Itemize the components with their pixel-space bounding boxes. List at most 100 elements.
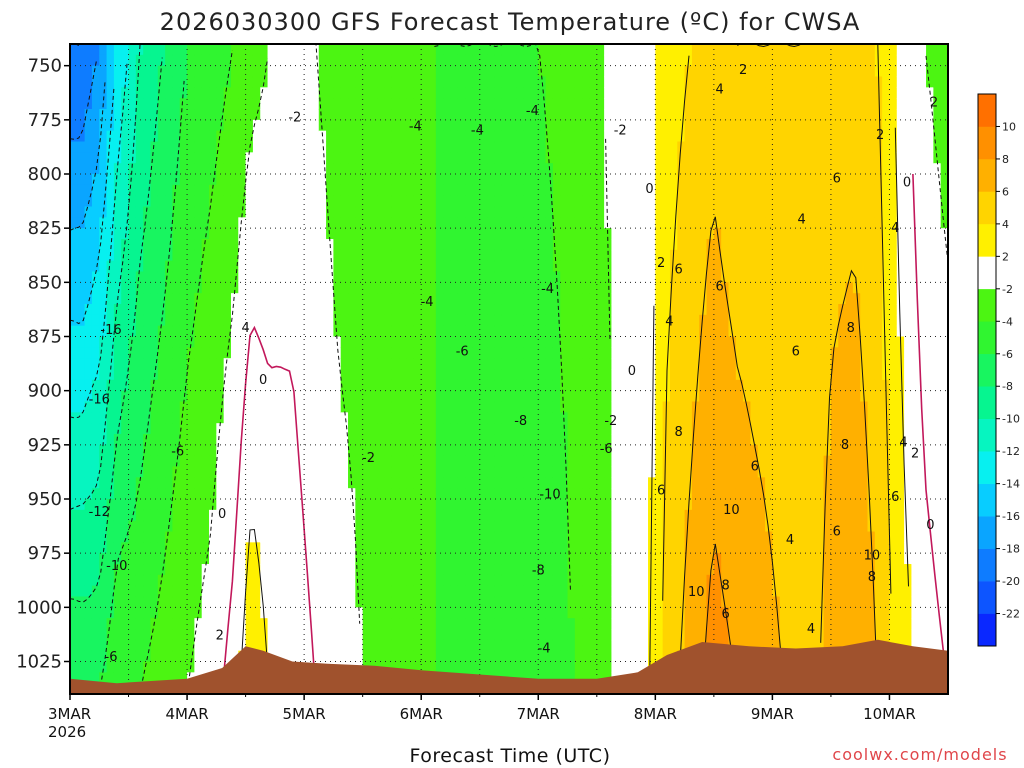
field-cell [187,585,195,598]
field-cell [238,607,247,619]
field-cell [626,239,634,251]
field-cell [355,596,364,608]
field-cell [296,531,305,543]
field-cell [304,293,313,305]
field-cell [523,466,532,478]
field-cell [509,650,517,663]
field-cell [84,54,93,67]
field-cell [245,282,254,294]
field-cell [523,260,532,273]
field-cell [333,531,342,543]
field-cell [501,206,510,218]
field-cell [428,163,437,175]
field-cell [655,629,664,641]
field-cell [209,98,217,110]
field-cell [560,195,569,208]
field-cell [494,488,503,500]
field-cell [391,228,400,240]
field-cell [421,520,430,533]
field-cell [165,119,174,132]
field-cell [326,650,334,663]
field-cell [260,531,269,543]
field-cell [135,585,144,598]
field-cell [296,109,305,121]
field-cell [509,412,517,424]
field-cell [552,672,561,684]
field-cell [91,390,100,403]
field-cell [435,119,444,132]
field-cell [252,130,261,143]
field-cell [560,455,569,468]
field-cell [179,542,188,554]
field-cell [289,542,298,554]
field-cell [238,141,247,153]
field-cell [70,76,78,88]
field-cell [209,466,217,478]
field-cell [501,130,510,143]
field-cell [421,141,430,153]
field-cell [428,304,437,316]
field-cell [669,325,678,338]
field-cell [209,130,217,143]
field-cell [362,195,371,208]
field-cell [391,358,400,370]
field-cell [516,661,525,673]
field-cell [648,163,656,175]
field-cell [457,639,466,652]
field-cell [509,87,517,99]
field-cell [91,607,100,619]
field-cell [333,271,342,283]
field-cell [457,574,466,587]
field-cell [552,509,561,522]
field-cell [552,531,561,543]
field-cell [223,499,232,511]
field-cell [655,574,664,587]
field-cell [70,260,78,273]
field-cell [296,639,305,652]
field-cell [304,390,313,403]
field-cell [560,206,569,218]
field-cell [384,520,393,533]
field-cell [633,130,642,143]
field-cell [333,564,342,576]
field-cell [252,206,261,218]
field-cell [348,260,356,273]
field-cell [391,466,400,478]
field-cell [194,44,203,56]
field-cell [209,54,217,67]
field-cell [150,163,159,175]
field-cell [143,455,152,468]
field-cell [618,423,627,435]
field-cell [106,293,115,305]
field-cell [413,174,422,186]
field-cell [457,206,466,218]
field-cell [296,455,305,468]
field-cell [406,607,415,619]
field-cell [326,109,334,121]
field-cell [362,509,371,522]
field-cell [479,119,488,132]
field-cell [509,466,517,478]
field-cell [494,553,503,565]
field-cell [399,509,408,522]
field-cell [640,217,649,229]
field-cell [406,76,415,88]
field-cell [355,293,364,305]
field-cell [157,520,166,533]
field-cell [421,379,430,392]
field-cell [260,282,269,294]
field-cell [377,217,386,229]
field-cell [296,466,305,478]
field-cell [618,401,627,413]
field-cell [406,661,415,673]
field-cell [282,639,291,652]
field-cell [399,585,408,598]
field-cell [274,217,283,229]
field-cell [545,260,554,273]
field-cell [333,130,342,143]
field-cell [487,87,495,99]
field-cell [157,304,166,316]
field-cell [252,499,261,511]
field-cell [143,542,152,554]
field-cell [450,271,459,283]
